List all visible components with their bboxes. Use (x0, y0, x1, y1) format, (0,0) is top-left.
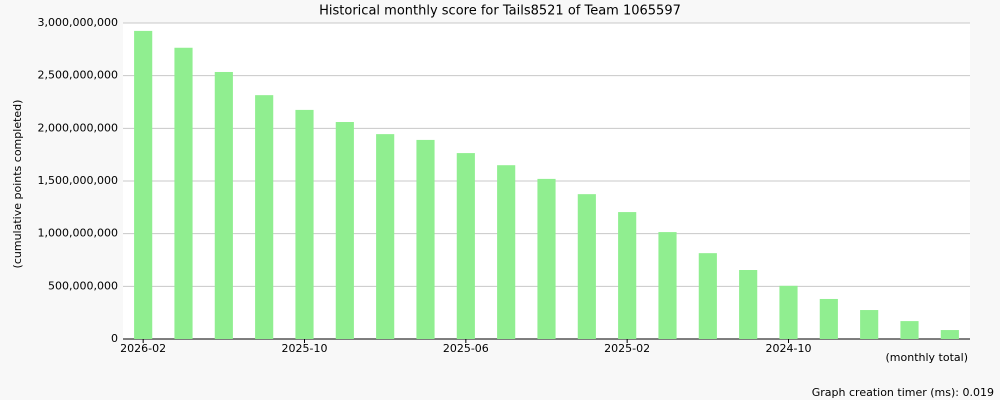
bar (779, 285, 798, 339)
bar (537, 178, 556, 339)
x-tick-label: 2025-10 (282, 342, 328, 355)
bar (416, 139, 435, 339)
footer: Graph creation timer (ms): 0.019 (812, 386, 994, 399)
bar (739, 270, 758, 339)
bar (577, 194, 596, 339)
y-tick-label: 0 (111, 332, 118, 345)
y-tick-label: 2,500,000,000 (38, 69, 118, 82)
y-tick-label: 500,000,000 (48, 279, 118, 292)
bar (819, 298, 838, 339)
bar (618, 212, 637, 339)
bar (497, 165, 516, 339)
y-tick-label: 3,000,000,000 (38, 16, 118, 29)
y-tick-label: 1,000,000,000 (38, 227, 118, 240)
x-axis-label: (monthly total) (886, 351, 969, 364)
bar (255, 95, 274, 339)
bar (174, 47, 193, 340)
bar (900, 321, 919, 339)
y-tick-label: 1,500,000,000 (38, 174, 118, 187)
bar (376, 134, 395, 339)
bar (658, 232, 677, 339)
bar (335, 122, 354, 339)
bar (940, 330, 959, 339)
x-tick-label: 2025-06 (443, 342, 489, 355)
bar (214, 71, 233, 339)
bar (456, 153, 475, 339)
bar (295, 109, 314, 340)
y-tick-label: 2,000,000,000 (38, 121, 118, 134)
x-tick-label: 2025-02 (604, 342, 650, 355)
x-tick-label: 2026-02 (120, 342, 166, 355)
x-tick-label: 2024-10 (766, 342, 812, 355)
bar (698, 253, 717, 339)
bar (860, 310, 879, 339)
chart-title: Historical monthly score for Tails8521 o… (319, 4, 681, 19)
bar (134, 30, 153, 340)
y-axis-label: (cumulative points completed) (11, 100, 24, 269)
